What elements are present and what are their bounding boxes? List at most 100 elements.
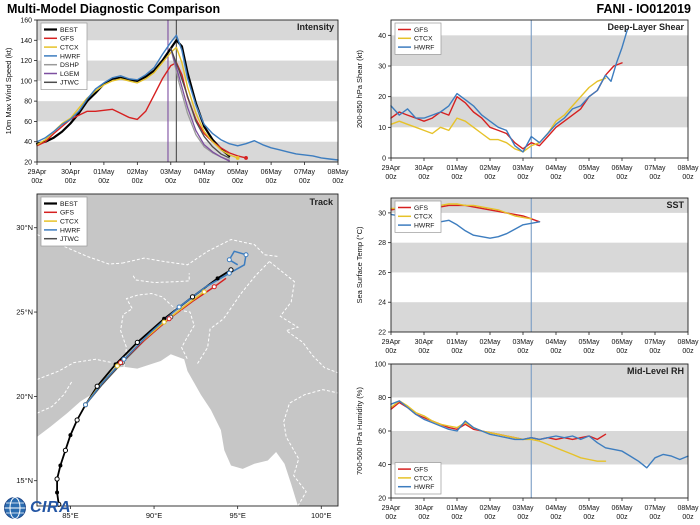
svg-text:08May: 08May — [677, 165, 699, 172]
series-GFS — [390, 62, 623, 150]
svg-text:03May: 03May — [512, 505, 534, 512]
svg-text:30: 30 — [378, 64, 386, 71]
svg-text:95°E: 95°E — [229, 511, 245, 520]
svg-text:01May: 01May — [446, 165, 468, 172]
country-border — [120, 292, 195, 367]
svg-text:10: 10 — [378, 125, 386, 132]
svg-text:00z: 00z — [232, 178, 244, 185]
svg-text:CTCX: CTCX — [60, 219, 79, 226]
svg-text:Deep-Layer Shear: Deep-Layer Shear — [607, 22, 684, 32]
svg-text:CTCX: CTCX — [414, 475, 433, 482]
svg-text:00z: 00z — [98, 178, 110, 185]
svg-text:04May: 04May — [545, 505, 567, 512]
country-border — [36, 380, 73, 414]
svg-text:CTCX: CTCX — [414, 36, 433, 43]
svg-text:01May: 01May — [446, 505, 468, 512]
svg-text:00z: 00z — [418, 174, 430, 181]
svg-text:00z: 00z — [682, 348, 694, 355]
svg-text:02May: 02May — [479, 505, 501, 512]
svg-text:03May: 03May — [160, 169, 182, 176]
svg-text:00z: 00z — [484, 174, 496, 181]
svg-text:06May: 06May — [611, 339, 633, 346]
svg-text:08May: 08May — [677, 339, 699, 346]
svg-text:00z: 00z — [649, 174, 661, 181]
svg-text:Intensity: Intensity — [297, 22, 334, 32]
svg-text:Track: Track — [309, 197, 334, 207]
svg-text:06May: 06May — [611, 165, 633, 172]
svg-text:00z: 00z — [616, 514, 628, 521]
svg-text:01May: 01May — [446, 339, 468, 346]
svg-text:07May: 07May — [644, 165, 666, 172]
svg-text:JTWC: JTWC — [60, 236, 79, 243]
country-border — [283, 389, 339, 507]
svg-text:HWRF: HWRF — [60, 227, 80, 234]
country-border — [122, 238, 278, 266]
svg-text:06May: 06May — [611, 505, 633, 512]
svg-text:05May: 05May — [227, 169, 249, 176]
svg-text:00z: 00z — [583, 348, 595, 355]
svg-text:29Apr: 29Apr — [382, 505, 401, 512]
series-HWRF — [390, 28, 629, 153]
svg-text:80: 80 — [24, 99, 32, 106]
svg-text:85°E: 85°E — [62, 511, 78, 520]
svg-text:00z: 00z — [484, 514, 496, 521]
series-CTCX — [36, 46, 239, 159]
svg-text:02May: 02May — [479, 165, 501, 172]
svg-text:00z: 00z — [616, 348, 628, 355]
svg-text:30Apr: 30Apr — [415, 505, 434, 512]
svg-text:GFS: GFS — [414, 205, 428, 212]
svg-text:08May: 08May — [677, 505, 699, 512]
svg-text:00z: 00z — [418, 348, 430, 355]
svg-text:90°E: 90°E — [146, 511, 162, 520]
svg-text:00z: 00z — [385, 174, 397, 181]
svg-text:00z: 00z — [265, 178, 277, 185]
svg-text:HWRF: HWRF — [414, 45, 434, 52]
svg-text:29Apr: 29Apr — [382, 339, 401, 346]
svg-text:0: 0 — [382, 156, 386, 163]
svg-text:00z: 00z — [451, 514, 463, 521]
svg-text:40: 40 — [24, 139, 32, 146]
svg-text:00z: 00z — [517, 514, 529, 521]
svg-text:03May: 03May — [512, 165, 534, 172]
sst-chart: 29Apr 00z 30Apr 00z 01May 00z 02May 00z 03May 00z… — [355, 197, 699, 355]
country-border — [269, 261, 339, 374]
country-border — [36, 234, 123, 265]
svg-text:40: 40 — [378, 33, 386, 40]
svg-text:GFS: GFS — [60, 210, 74, 217]
svg-text:00z: 00z — [31, 178, 43, 185]
svg-text:00z: 00z — [583, 174, 595, 181]
svg-text:00z: 00z — [517, 348, 529, 355]
svg-text:60: 60 — [24, 119, 32, 126]
svg-text:00z: 00z — [484, 348, 496, 355]
land-polygon — [37, 194, 338, 506]
svg-text:30Apr: 30Apr — [61, 169, 80, 176]
svg-text:04May: 04May — [545, 339, 567, 346]
svg-text:00z: 00z — [583, 514, 595, 521]
svg-text:700-500 hPa Humidity (%): 700-500 hPa Humidity (%) — [355, 387, 364, 475]
svg-text:30Apr: 30Apr — [415, 165, 434, 172]
svg-text:00z: 00z — [65, 178, 77, 185]
svg-text:00z: 00z — [132, 178, 144, 185]
svg-text:GFS: GFS — [414, 467, 428, 474]
svg-text:100: 100 — [20, 78, 32, 85]
svg-text:00z: 00z — [550, 348, 562, 355]
svg-text:29Apr: 29Apr — [382, 165, 401, 172]
svg-text:JTWC: JTWC — [60, 80, 79, 87]
country-border — [36, 358, 113, 380]
intensity-chart: 29Apr 00z 30Apr 00z 01May 00z 02May 00z 03May 00z… — [4, 18, 349, 186]
svg-text:00z: 00z — [385, 348, 397, 355]
cira-logo-text: CIRA — [30, 499, 72, 516]
svg-text:Mid-Level RH: Mid-Level RH — [627, 366, 684, 376]
series-LGEM — [170, 47, 230, 162]
svg-text:Sea Surface Temp (°C): Sea Surface Temp (°C) — [355, 226, 364, 304]
svg-text:22: 22 — [378, 330, 386, 337]
svg-text:30: 30 — [378, 210, 386, 217]
svg-text:29Apr: 29Apr — [28, 169, 47, 176]
series-CTCX — [390, 77, 607, 153]
svg-text:00z: 00z — [682, 174, 694, 181]
svg-text:00z: 00z — [616, 174, 628, 181]
